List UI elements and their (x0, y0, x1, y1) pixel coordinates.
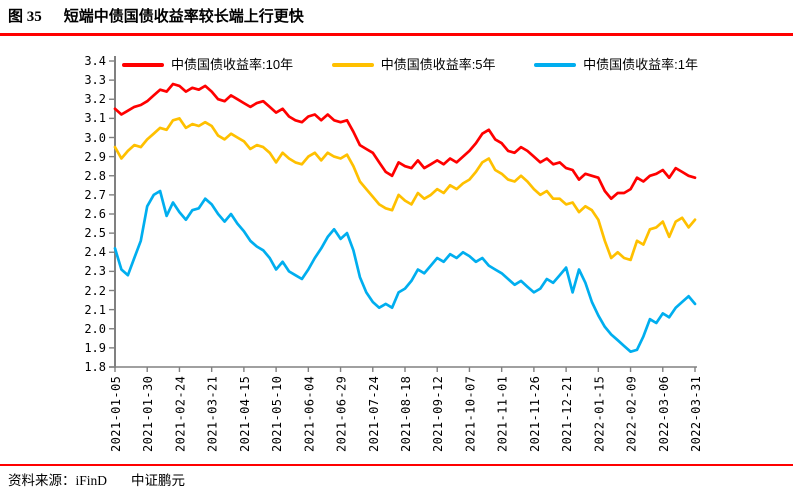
y-tick-label: 2.3 (84, 264, 106, 279)
legend-line-10y-icon (122, 62, 164, 67)
y-tick-label: 2.4 (84, 245, 106, 260)
series-line-1y (113, 189, 697, 354)
chart-legend: 中债国债收益率:10年 中债国债收益率:5年 中债国债收益率:1年 (122, 56, 698, 73)
x-tick-label: 2021-11-26 (527, 375, 542, 452)
footer: 资料来源：iFinD 中证鹏元 (8, 472, 185, 490)
series-line-5y (113, 117, 697, 262)
x-tick-label: 2021-06-29 (334, 375, 349, 452)
x-tick-label: 2022-03-06 (656, 375, 671, 452)
x-tick-label: 2022-02-09 (624, 375, 639, 452)
source-text: 资料来源：iFinD (8, 473, 108, 488)
x-tick-label: 2021-10-07 (463, 375, 478, 452)
brand-text: 中证鹏元 (131, 473, 186, 488)
legend-label-1y: 中债国债收益率:1年 (583, 57, 698, 72)
legend-label-5y: 中债国债收益率:5年 (380, 57, 496, 72)
y-tick-label: 3.0 (84, 130, 106, 145)
y-tick-label: 3.1 (84, 111, 106, 126)
x-tick-label: 2021-02-24 (173, 375, 188, 452)
legend-label-10y: 中债国债收益率:10年 (171, 57, 294, 72)
x-tick-label: 2021-09-12 (431, 375, 446, 452)
x-tick-label: 2022-03-31 (689, 375, 703, 452)
series-line-10y (113, 82, 697, 201)
title-rule (0, 33, 793, 36)
x-tick-label: 2021-04-15 (237, 375, 252, 452)
x-tick-label: 2021-01-30 (141, 375, 156, 452)
y-tick-label: 2.5 (84, 226, 106, 241)
y-tick-label: 3.3 (84, 73, 106, 88)
y-tick-label: 1.8 (84, 360, 106, 374)
legend-item-10y: 中债国债收益率:10年 (122, 58, 293, 71)
legend-item-1y: 中债国债收益率:1年 (534, 58, 698, 71)
x-tick-label: 2022-01-15 (592, 375, 607, 452)
y-tick-label: 3.2 (84, 92, 106, 107)
y-tick-label: 2.6 (84, 207, 106, 221)
legend-line-1y-icon (534, 62, 577, 67)
y-tick-label: 2.2 (84, 283, 106, 298)
figure-title: 图 35 短端中债国债收益率较长端上行更快 (8, 7, 304, 27)
y-tick-label: 2.9 (84, 149, 106, 164)
y-tick-label: 2.7 (84, 187, 106, 202)
y-tick-label: 3.4 (84, 54, 106, 68)
x-tick-label: 2021-07-24 (366, 375, 381, 452)
y-tick-label: 1.9 (84, 340, 106, 355)
x-tick-label: 2021-01-05 (109, 375, 123, 452)
x-tick-label: 2021-08-18 (399, 375, 413, 452)
figure-title-text: 短端中债国债收益率较长端上行更快 (63, 9, 304, 25)
y-tick-label: 2.0 (84, 321, 106, 336)
x-tick-label: 2021-11-01 (495, 375, 510, 452)
footer-rule (0, 464, 793, 466)
x-tick-label: 2021-03-21 (205, 375, 220, 452)
legend-item-5y: 中债国债收益率:5年 (331, 57, 496, 72)
x-tick-label: 2021-12-21 (560, 375, 575, 452)
y-tick-label: 2.1 (84, 302, 106, 317)
figure-number-label: 图 35 (8, 9, 42, 25)
x-tick-label: 2021-06-04 (302, 375, 317, 452)
y-tick-label: 2.8 (84, 168, 106, 183)
x-tick-label: 2021-05-10 (270, 375, 285, 452)
legend-line-5y-icon (331, 62, 374, 67)
